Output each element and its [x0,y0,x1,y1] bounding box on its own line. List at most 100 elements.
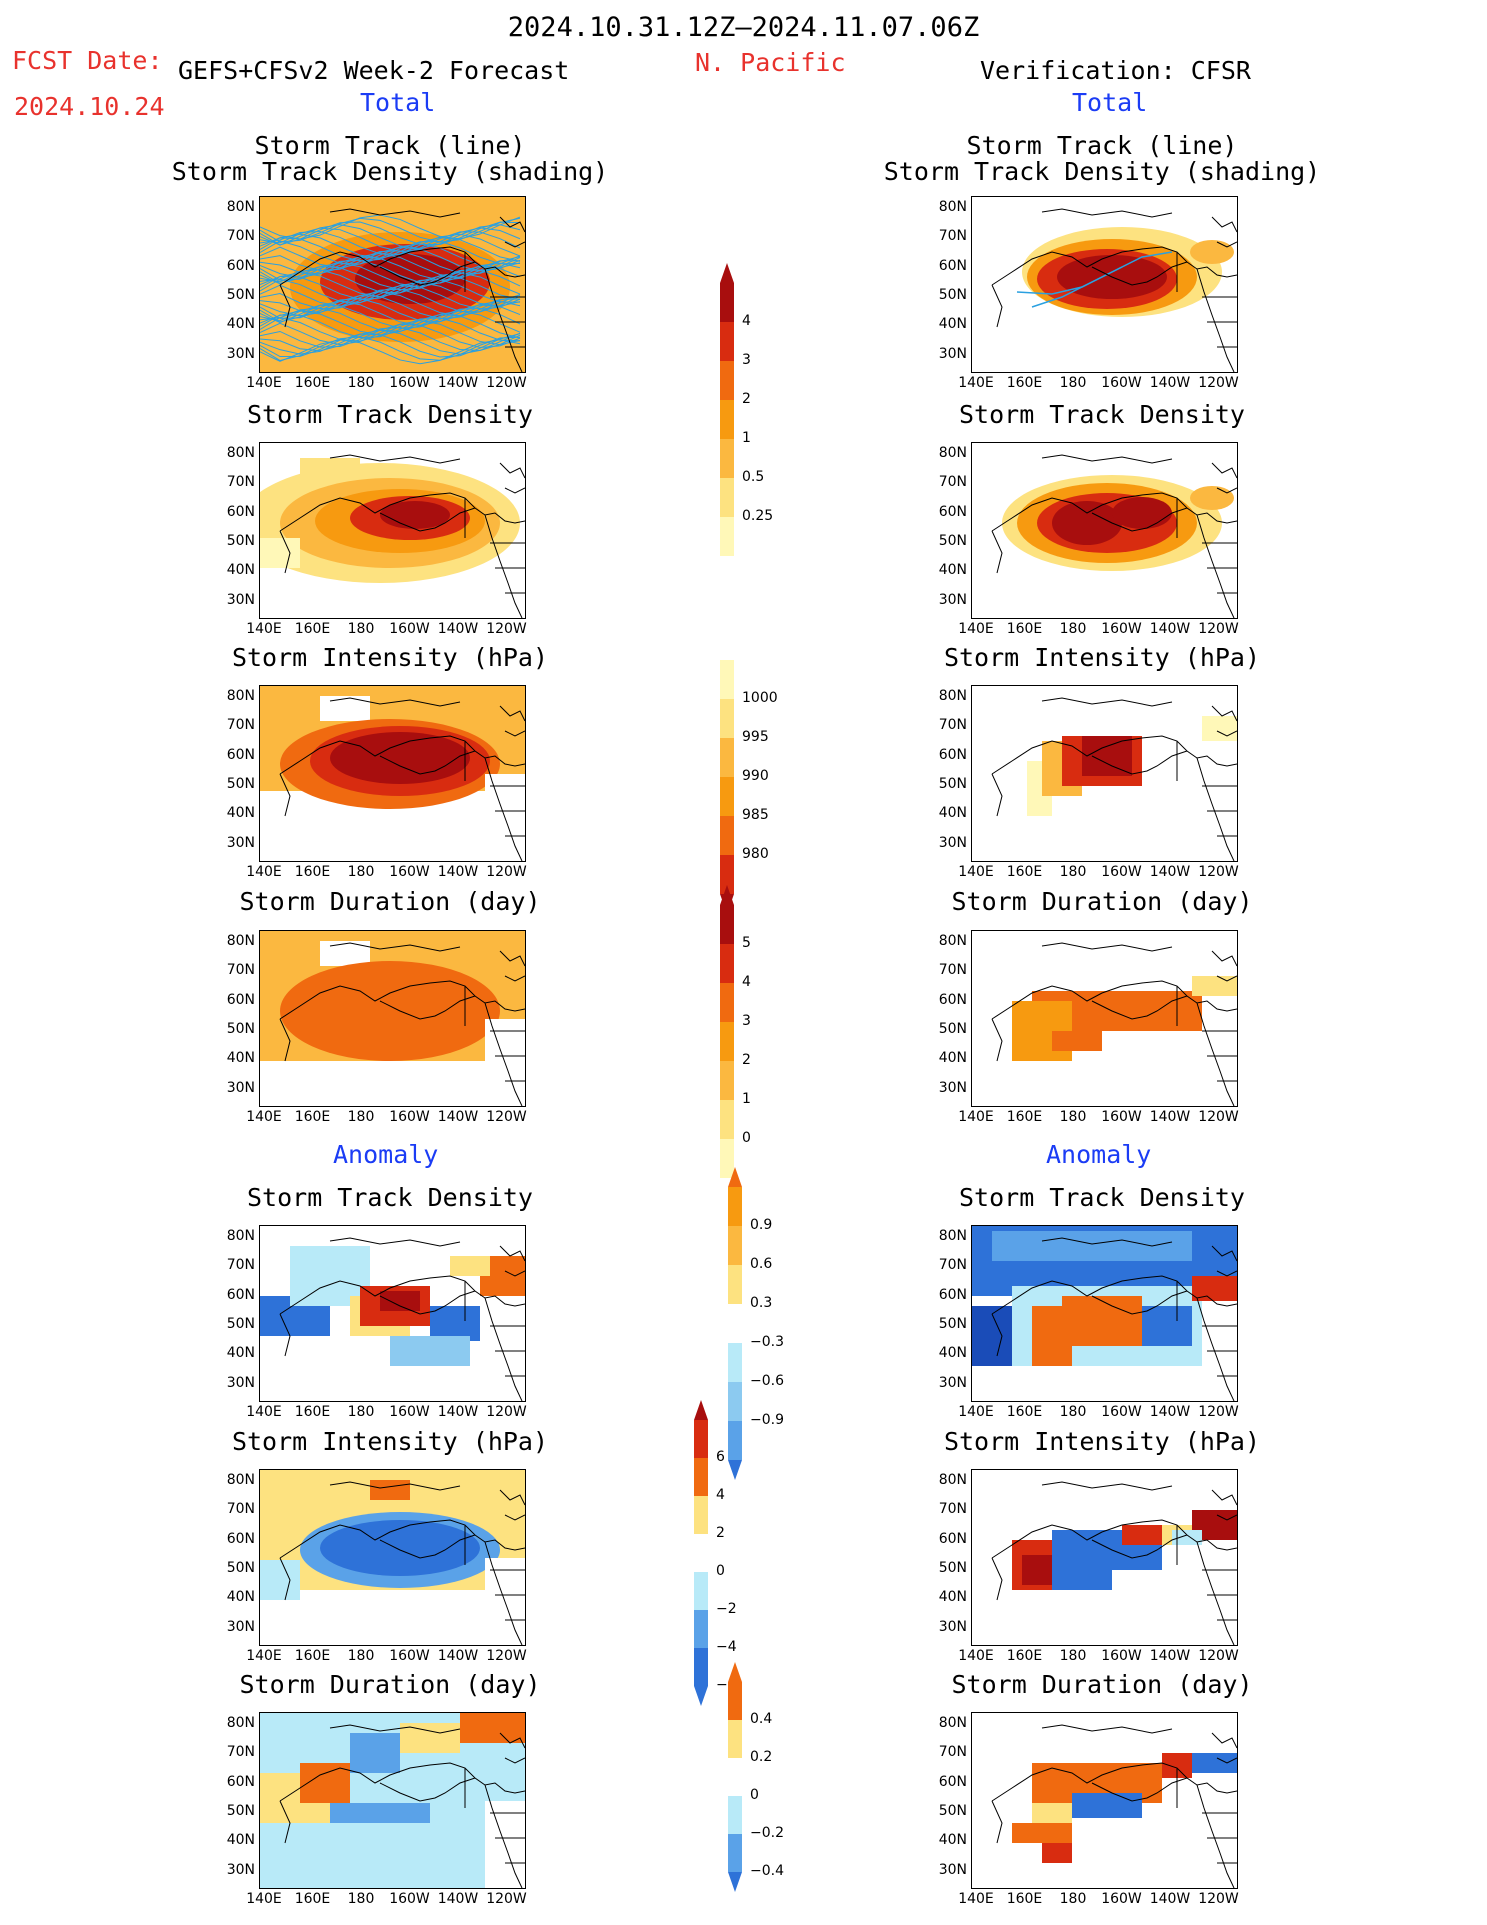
lon-tick-label: 140E [246,1891,282,1907]
lat-tick-label: 60N [226,1530,255,1547]
lon-tick-label: 180 [347,375,375,391]
colorbar-label: 0.9 [750,1217,773,1233]
lon-tick-label: 140E [246,1109,282,1125]
map-panel-int_ob [971,685,1238,862]
map-panel-adur_fc [259,1712,526,1889]
lat-tick-label: 70N [226,1257,255,1274]
lon-tick-label: 140W [1149,621,1191,637]
map-panel-int_fc [259,685,526,862]
colorbar-label: 1 [742,430,751,446]
lon-tick-label: 180 [347,1404,375,1420]
lon-tick-label: 120W [1198,1891,1239,1907]
map-int_ob [991,697,1237,861]
lat-tick-label: 50N [226,286,255,303]
title-track-shading-left: Storm Track Density (shading) [171,157,609,186]
title-anom-intensity-left: Storm Intensity (hPa) [231,1427,549,1456]
lon-tick-label: 140E [958,1891,994,1907]
colorbar-label: 980 [742,846,769,862]
lon-tick-label: 140E [246,621,282,637]
lat-tick-label: 60N [938,746,967,763]
lat-tick-label: 70N [938,228,967,245]
title-density-right: Storm Track Density [959,400,1245,429]
lat-tick-label: 50N [226,1020,255,1037]
lat-tick-label: 40N [226,1050,255,1067]
colorbar-label: 3 [742,1013,751,1029]
lat-tick-label: 60N [938,503,967,520]
lon-tick-label: 160E [294,375,331,391]
lon-tick-label: 160W [389,1109,430,1125]
colorbar-label: 1000 [742,690,778,706]
lat-tick-label: 50N [938,1802,967,1819]
model-label: GEFS+CFSv2 Week-2 Forecast [178,56,570,85]
title-intensity-left: Storm Intensity (hPa) [231,643,549,672]
title-duration-right: Storm Duration (day) [951,887,1253,916]
lat-tick-label: 60N [938,991,967,1008]
lat-tick-label: 30N [938,1861,967,1878]
lon-tick-label: 160W [1101,1404,1142,1420]
lon-tick-label: 180 [347,1109,375,1125]
lat-tick-label: 60N [226,991,255,1008]
colorbar-label: 0.3 [750,1295,773,1311]
colorbar-density-total [720,263,734,556]
lon-tick-label: 160W [1101,864,1142,880]
lon-tick-label: 140W [437,1648,479,1664]
lat-tick-label: 30N [226,1079,255,1096]
lat-tick-label: 70N [226,228,255,245]
lat-tick-label: 80N [938,1472,967,1488]
map-panel-dur_ob [971,930,1238,1107]
lat-tick-label: 40N [938,1345,967,1362]
lat-tick-label: 40N [226,1345,255,1362]
lat-tick-label: 30N [938,591,967,608]
colorbar-label: 0 [716,1563,725,1579]
lat-tick-label: 60N [226,1773,255,1790]
lon-tick-label: 160E [1006,1404,1043,1420]
lat-tick-label: 30N [226,345,255,362]
colorbar-label: −0.4 [750,1863,784,1879]
lon-tick-label: 120W [1198,621,1239,637]
lat-tick-label: 60N [226,746,255,763]
title-track-shading-right: Storm Track Density (shading) [883,157,1321,186]
colorbar-duration-anom [728,1662,742,1892]
lon-tick-label: 140W [437,1404,479,1420]
title-track-line-right: Storm Track (line) [966,131,1238,160]
lat-tick-label: 70N [938,1501,967,1518]
fcst-date: 2024.10.24 [14,92,165,121]
map-adens_ob [972,1226,1237,1401]
colorbar-label: 2 [742,391,751,407]
lon-tick-label: 180 [1059,375,1087,391]
colorbar-density-anom [728,1167,742,1480]
lon-tick-label: 140W [1149,375,1191,391]
lon-tick-label: 180 [347,621,375,637]
lat-tick-label: 30N [938,834,967,851]
colorbar-label: 3 [742,352,751,368]
map-panel-adens_ob [971,1225,1238,1402]
map-dur_ob [991,942,1237,1106]
lon-tick-label: 140W [1149,864,1191,880]
lon-tick-label: 160W [389,1404,430,1420]
lat-tick-label: 40N [938,805,967,822]
lon-tick-label: 160W [1101,1891,1142,1907]
lat-tick-label: 40N [938,562,967,579]
title-track-line-left: Storm Track (line) [254,131,526,160]
title-anom-density-right: Storm Track Density [959,1183,1245,1212]
lat-tick-label: 40N [226,1832,255,1849]
lat-tick-label: 70N [938,962,967,979]
lon-tick-label: 140W [437,1891,479,1907]
lon-tick-label: 180 [1059,1404,1087,1420]
lon-tick-label: 160W [389,375,430,391]
title-intensity-right: Storm Intensity (hPa) [943,643,1261,672]
title-density-left: Storm Track Density [247,400,533,429]
lon-tick-label: 120W [486,1891,527,1907]
lon-tick-label: 140W [1149,1109,1191,1125]
lat-tick-label: 40N [938,316,967,333]
lon-tick-label: 160E [294,1648,331,1664]
colorbar-label: 2 [716,1525,725,1541]
lat-tick-label: 80N [226,199,255,215]
lat-tick-label: 80N [938,933,967,949]
lat-tick-label: 40N [226,805,255,822]
lon-tick-label: 140E [958,1404,994,1420]
lat-tick-label: 40N [226,562,255,579]
lon-tick-label: 140E [246,1404,282,1420]
lon-tick-label: 120W [486,1109,527,1125]
lon-tick-label: 140E [958,864,994,880]
